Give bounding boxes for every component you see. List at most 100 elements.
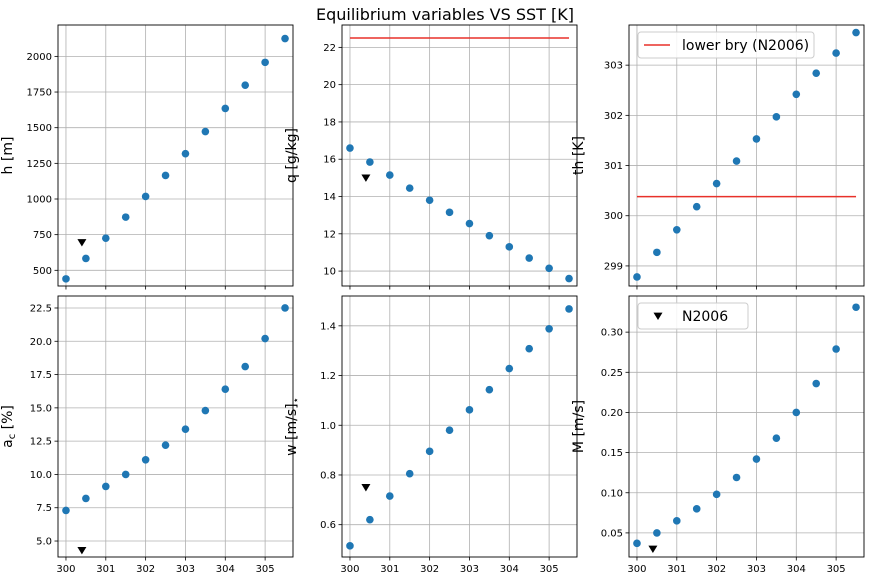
axes-frame bbox=[628, 295, 865, 558]
data-point bbox=[241, 81, 250, 89]
data-point bbox=[465, 219, 474, 228]
data-point bbox=[385, 492, 394, 500]
legend-marker-swatch bbox=[653, 312, 663, 321]
panel-h: 500 750 1000 1250 1500 1750 2000 h [m] bbox=[0, 24, 294, 290]
y-tick-label: 0.30 bbox=[601, 328, 623, 339]
data-point bbox=[261, 334, 269, 343]
data-point bbox=[672, 225, 681, 234]
x-tick-label: 305 bbox=[540, 564, 559, 575]
x-tick-label: 303 bbox=[747, 564, 766, 575]
data-point bbox=[281, 34, 289, 43]
data-point bbox=[545, 325, 553, 333]
panel-ac: 300 301 302 303 304 305 5.0 7.5 10.0 12.5 15.0 17.5… bbox=[0, 295, 294, 575]
x-tick-label: 302 bbox=[136, 564, 155, 575]
y-tick-label: 12 bbox=[323, 229, 336, 240]
y-tick-label: 1000 bbox=[27, 195, 52, 206]
y-tick-label: 0.05 bbox=[601, 528, 623, 539]
data-point bbox=[653, 248, 661, 257]
data-point bbox=[692, 202, 701, 211]
data-point bbox=[832, 49, 840, 57]
y-tick-label: 22 bbox=[323, 43, 336, 54]
x-tick-label: 302 bbox=[420, 564, 439, 575]
data-point bbox=[565, 305, 573, 313]
y-tick-label: 20.0 bbox=[30, 337, 52, 348]
data-point bbox=[62, 275, 70, 283]
data-point bbox=[792, 408, 801, 417]
data-point bbox=[261, 58, 269, 67]
panel-wstar: 300 301 302 303 304 305 0.6 0.8 1.0 1.2 1.4 w [m/s]… bbox=[284, 295, 578, 575]
data-point bbox=[505, 364, 514, 373]
data-point bbox=[346, 144, 354, 152]
data-point bbox=[505, 243, 514, 251]
legend-label: N2006 bbox=[682, 309, 728, 325]
data-point bbox=[161, 171, 170, 180]
y-axis-label: th [K] bbox=[571, 136, 587, 175]
data-point bbox=[772, 434, 781, 442]
y-tick-label: 22.5 bbox=[30, 303, 52, 314]
reference-marker bbox=[77, 546, 87, 555]
y-tick-label: 1500 bbox=[27, 123, 52, 134]
data-point bbox=[633, 539, 641, 548]
data-point bbox=[181, 149, 190, 158]
x-tick-label: 304 bbox=[787, 564, 806, 575]
data-point bbox=[752, 135, 761, 143]
x-tick-label: 305 bbox=[256, 564, 275, 575]
data-point bbox=[445, 208, 454, 217]
y-tick-label: 16 bbox=[323, 155, 336, 166]
data-point bbox=[712, 490, 721, 499]
x-tick-label: 301 bbox=[667, 564, 686, 575]
data-point bbox=[852, 303, 860, 312]
data-point bbox=[692, 505, 701, 513]
data-point bbox=[366, 515, 374, 524]
y-tick-label: 7.5 bbox=[36, 503, 52, 514]
data-point bbox=[712, 179, 721, 188]
x-tick-label: 301 bbox=[96, 564, 115, 575]
y-tick-label: 5.0 bbox=[36, 537, 52, 548]
data-point bbox=[752, 455, 761, 463]
data-point bbox=[565, 274, 573, 283]
y-axis-label: ac [%] bbox=[0, 405, 18, 448]
data-point bbox=[121, 470, 130, 479]
data-point bbox=[346, 542, 354, 550]
x-tick-label: 303 bbox=[460, 564, 479, 575]
data-point bbox=[405, 469, 414, 478]
reference-marker bbox=[77, 239, 87, 247]
y-tick-label: 14 bbox=[323, 192, 336, 203]
y-axis-label: q [g/kg] bbox=[284, 128, 300, 183]
y-tick-label: 1750 bbox=[27, 88, 52, 99]
axes-frame bbox=[628, 24, 865, 287]
data-point bbox=[161, 441, 170, 449]
y-axis-label: h [m] bbox=[0, 137, 16, 175]
reference-marker bbox=[361, 484, 371, 492]
x-tick-label: 300 bbox=[56, 564, 75, 575]
y-tick-label: 0.15 bbox=[601, 448, 623, 459]
data-point bbox=[792, 90, 801, 99]
y-tick-label: 302 bbox=[604, 111, 623, 122]
panel-m: 300 301 302 303 304 305 0.05 0.10 0.15 0.20 0.25 0.… bbox=[571, 295, 865, 575]
y-axis-label: M [m/s] bbox=[571, 400, 587, 453]
data-point bbox=[201, 406, 210, 415]
data-point bbox=[445, 426, 454, 435]
axes-frame bbox=[57, 295, 294, 558]
data-point bbox=[485, 231, 494, 240]
panel-th: 299 300 301 302 303 th [K] lower bry (N2006) bbox=[571, 24, 865, 290]
data-point bbox=[525, 254, 534, 262]
axes-frame bbox=[341, 24, 578, 287]
x-tick-label: 303 bbox=[176, 564, 195, 575]
y-tick-label: 1250 bbox=[27, 159, 52, 170]
x-tick-label: 305 bbox=[827, 564, 846, 575]
reference-marker bbox=[648, 545, 658, 554]
y-axis-label: w [m/s]⋆ bbox=[284, 397, 302, 456]
data-point bbox=[405, 184, 414, 192]
data-point bbox=[241, 362, 250, 371]
data-point bbox=[101, 482, 110, 491]
data-point bbox=[545, 264, 553, 273]
y-tick-label: 10.0 bbox=[30, 470, 52, 481]
data-point bbox=[485, 385, 494, 394]
data-point bbox=[525, 344, 534, 353]
data-point bbox=[82, 254, 90, 263]
y-tick-label: 10 bbox=[323, 267, 336, 278]
data-point bbox=[366, 158, 374, 166]
panel-q: 10 12 14 16 18 20 22 q [g/kg] bbox=[284, 24, 578, 290]
